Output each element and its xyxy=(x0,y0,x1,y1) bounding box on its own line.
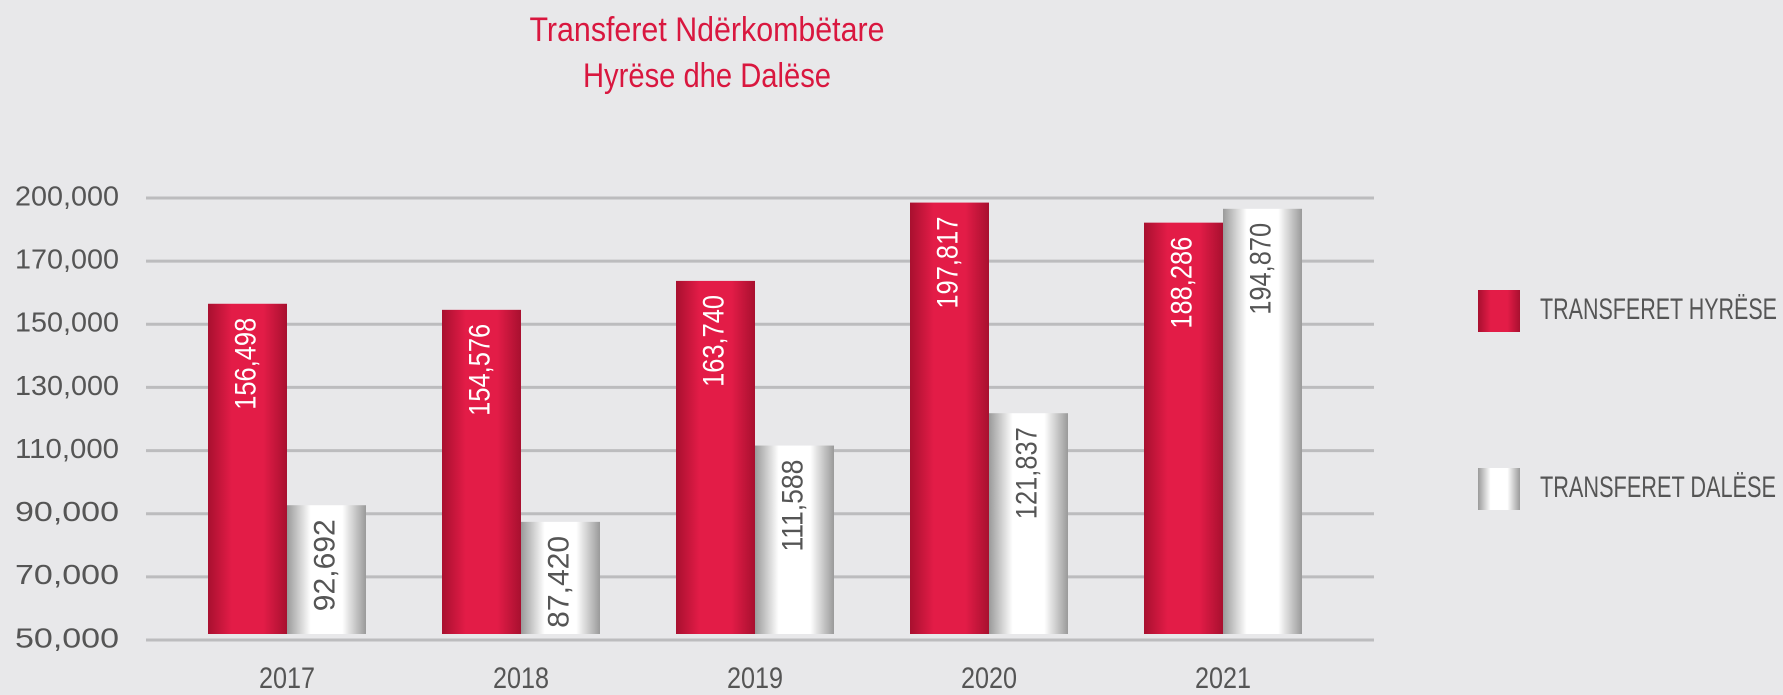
legend-swatch xyxy=(1478,290,1520,332)
value-label: 197,817 xyxy=(931,217,964,309)
legend-swatch xyxy=(1478,468,1520,510)
value-label: 92,692 xyxy=(308,519,341,611)
y-tick-label: 170,000 xyxy=(15,244,119,275)
bar xyxy=(676,280,755,634)
bar xyxy=(989,413,1068,634)
y-tick-label: 200,000 xyxy=(15,180,119,211)
bar xyxy=(287,505,366,634)
value-label: 156,498 xyxy=(229,318,262,410)
bar xyxy=(1144,222,1223,634)
value-label: 154,576 xyxy=(463,324,496,416)
bar xyxy=(521,521,600,634)
value-label: 121,837 xyxy=(1010,427,1043,519)
legend-label: TRANSFERET HYRËSE xyxy=(1540,293,1777,326)
value-label: 111,588 xyxy=(776,460,809,552)
bar xyxy=(208,303,287,634)
y-tick-label: 50,000 xyxy=(15,622,119,653)
x-tick-label: 2020 xyxy=(961,662,1017,695)
x-tick-label: 2017 xyxy=(259,662,315,695)
y-tick-label: 150,000 xyxy=(15,307,119,338)
chart-title: Hyrëse dhe Dalëse xyxy=(583,57,831,95)
y-tick-label: 90,000 xyxy=(15,496,119,527)
chart-title: Transferet Ndërkombëtare xyxy=(530,11,885,49)
x-tick-label: 2019 xyxy=(727,662,783,695)
x-tick-label: 2018 xyxy=(493,662,549,695)
y-tick-label: 70,000 xyxy=(15,559,119,590)
value-label: 188,286 xyxy=(1165,237,1198,329)
bar xyxy=(1223,208,1302,634)
value-label: 163,740 xyxy=(697,295,730,387)
y-tick-label: 110,000 xyxy=(15,433,119,464)
value-label: 194,870 xyxy=(1244,223,1277,315)
bar xyxy=(755,445,834,634)
bar xyxy=(442,309,521,634)
bar xyxy=(910,202,989,634)
value-label: 87,420 xyxy=(542,536,575,628)
legend-label: TRANSFERET DALËSE xyxy=(1540,471,1776,504)
x-tick-label: 2021 xyxy=(1195,662,1251,695)
y-tick-label: 130,000 xyxy=(15,370,119,401)
